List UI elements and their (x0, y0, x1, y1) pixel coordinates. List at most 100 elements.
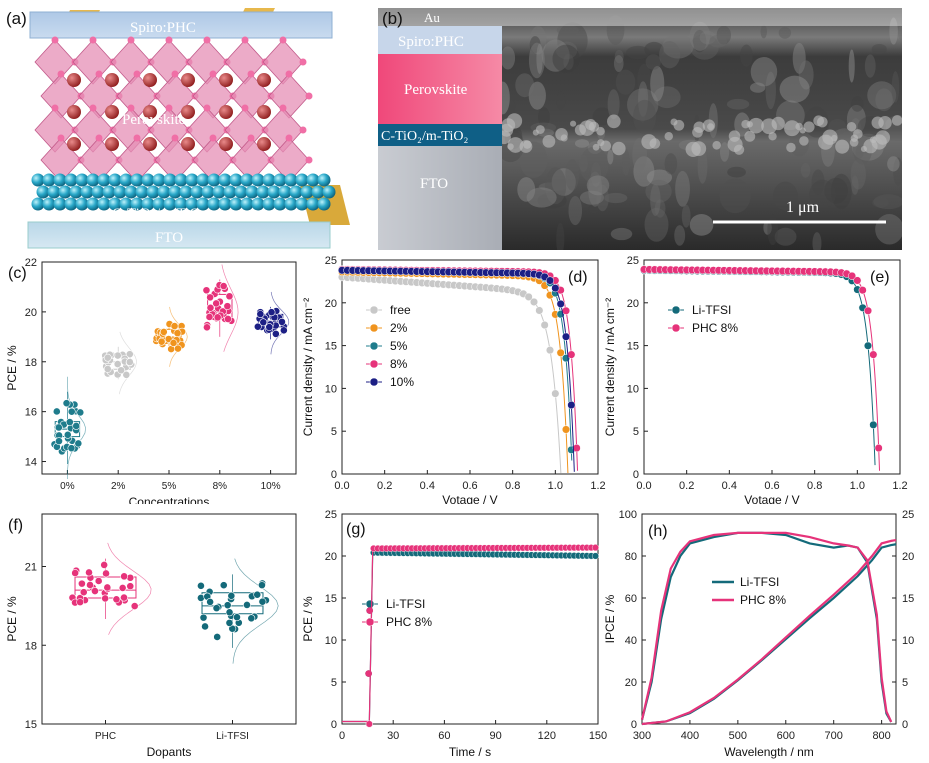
tio2-sphere (218, 173, 232, 187)
data-point (540, 320, 549, 330)
sem-particle (891, 115, 903, 126)
tio2-sphere (196, 197, 210, 211)
iodide-atom (171, 70, 179, 78)
sem-grain (719, 178, 751, 214)
y2-tick-label: 20 (902, 551, 914, 563)
perovskite-octahedra (34, 36, 313, 183)
layer-spiro: Spiro:PHC (130, 20, 196, 36)
legend-marker (671, 323, 681, 333)
legend-marker (369, 377, 379, 387)
data-point (212, 604, 221, 613)
sem-grain (824, 177, 849, 204)
cation-atom (143, 137, 157, 151)
data-point (67, 407, 76, 416)
chart-f: 15 18 21 (f) Dopants PCE / % PHC Li-TFSI (5, 513, 297, 759)
sem-grain (650, 65, 665, 102)
sem-grain (627, 88, 659, 121)
overlay-spiro (378, 26, 502, 54)
data-point (219, 581, 228, 590)
x-tick-label: 800 (872, 730, 890, 742)
sem-particle (532, 129, 539, 136)
sem-grain (610, 227, 633, 241)
iodide-atom (57, 134, 65, 142)
tio2-sphere (317, 197, 331, 211)
data-point (551, 389, 560, 398)
sem-grain (891, 71, 900, 103)
fto-layer (27, 221, 331, 249)
sem-particle (803, 121, 815, 133)
data-point (529, 297, 539, 306)
y-tick-label: 0 (331, 469, 337, 481)
tio2-sphere (229, 173, 243, 187)
sem-grain (615, 69, 636, 95)
panel-label: (e) (870, 269, 890, 286)
sem-grain (681, 204, 691, 228)
data-point (94, 577, 103, 585)
data-point (271, 329, 280, 338)
data-point (853, 276, 862, 285)
data-point (79, 588, 88, 597)
sem-grain (579, 190, 604, 205)
data-point (130, 602, 139, 610)
sem-particle (592, 143, 600, 151)
y-axis-title: Current density / mA cm⁻² (603, 298, 617, 436)
etl-spheres (31, 173, 336, 211)
data-point (233, 613, 241, 622)
sem-grain (556, 24, 579, 36)
sem-grain (646, 169, 673, 186)
iodide-atom (203, 36, 211, 44)
legend-label: 10% (390, 375, 414, 389)
data-point (265, 323, 274, 331)
iodide-atom (127, 104, 135, 112)
sem-grain (526, 187, 557, 208)
tio2-sphere (130, 173, 144, 187)
sem-particle (597, 139, 605, 147)
chart-g: 0 5 10 15 20 25 0 30 60 90 120 150 (g) Time / s PCE / … (301, 509, 607, 759)
sem-particle (784, 120, 800, 137)
sem-grain (750, 57, 778, 87)
tio2-sphere (306, 173, 320, 187)
sem-grain (622, 148, 630, 176)
tio2-sphere (251, 173, 265, 187)
sem-grain (538, 107, 550, 127)
cation-atom (67, 137, 81, 151)
ipce-curve (640, 531, 893, 723)
tio2-sphere (31, 173, 45, 187)
legend-marker (671, 305, 681, 315)
iodide-atom (247, 70, 255, 78)
sem-grain (528, 42, 545, 79)
tio2-sphere (273, 173, 287, 187)
data-point (545, 346, 555, 355)
data-point (366, 607, 373, 614)
data-point (101, 594, 110, 603)
x-axis-title: Votage / V (744, 493, 799, 504)
data-point (86, 581, 94, 589)
iodide-atom (57, 70, 65, 78)
device-schematic: (a) Spiro:PHC Perovskite C-TiO₂/m-TiO₂ F… (6, 8, 350, 249)
legend-marker (369, 359, 379, 369)
sem-particle (768, 132, 777, 141)
data-point (556, 299, 565, 308)
data-point (103, 583, 112, 592)
legend-label: 8% (390, 357, 408, 371)
data-point (71, 569, 80, 577)
sem-grain (528, 81, 546, 110)
plot-frame (341, 513, 599, 725)
x-tick-label: 150 (589, 730, 607, 742)
iodide-atom (95, 134, 103, 142)
iodide-atom (133, 70, 141, 78)
data-point (201, 622, 209, 631)
sem-particle (712, 141, 721, 150)
x-tick-label: 10% (261, 481, 281, 492)
x-axis-title: Wavelength / nm (724, 745, 814, 759)
cation-atom (105, 137, 119, 151)
y-tick-label: 16 (25, 407, 37, 419)
sem-grain (517, 177, 536, 202)
tio2-sphere (141, 197, 155, 211)
y-tick-label: 20 (325, 298, 337, 310)
x-tick-label: 0.2 (679, 480, 694, 492)
data-point (203, 323, 211, 332)
tio2-sphere (36, 185, 50, 199)
cation-atom (105, 73, 119, 87)
data-point (76, 598, 85, 607)
